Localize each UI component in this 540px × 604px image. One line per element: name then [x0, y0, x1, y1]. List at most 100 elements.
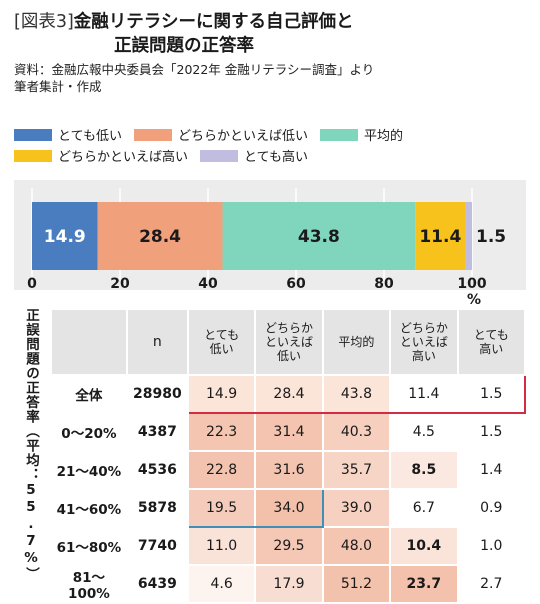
value-cell: 31.6 — [254, 450, 324, 490]
column-header: n — [125, 308, 189, 376]
value-cell: 19.5 — [186, 488, 257, 528]
value-cell: 11.4 — [389, 374, 459, 414]
value-cell: 22.3 — [186, 412, 257, 452]
data-label: 28.4 — [139, 227, 181, 247]
legend-item-average: 平均的 — [319, 125, 403, 144]
legend-swatch — [319, 128, 358, 141]
source-line-1: 資料：金融広報中央委員会「2022年 金融リテラシー調査」より — [14, 62, 375, 77]
value-cell: 23.7 — [389, 564, 459, 604]
column-header: 平均的 — [321, 308, 392, 376]
row-label: 全体 — [50, 374, 128, 414]
table-row: 全体 28980 14.9 28.4 43.8 11.4 1.5 — [50, 374, 527, 414]
x-unit-label: % — [467, 292, 481, 308]
table-row: 41〜60% 5878 19.5 34.0 39.0 6.7 0.9 — [50, 488, 527, 528]
value-cell: 34.0 — [254, 488, 324, 528]
data-label: 43.8 — [298, 227, 340, 247]
stacked-bar-chart: 14.9 28.4 43.8 11.4 1.5 0 20 40 60 80 100% — [14, 180, 526, 308]
value-cell: 6.7 — [389, 488, 459, 528]
value-cell: 35.7 — [321, 450, 392, 490]
row-label: 61〜80% — [50, 526, 128, 566]
x-tick-label: 60 — [286, 276, 306, 292]
value-cell: 2.7 — [456, 564, 527, 604]
table-vertical-label: 正誤問題の正答率（平均：55.7%） — [23, 308, 39, 582]
legend-swatch — [14, 128, 52, 141]
value-cell: 1.4 — [456, 450, 527, 490]
bar-segment — [465, 202, 472, 270]
table-header-row: n とても 低い どちらか といえば 低い 平均的 どちらか といえば 高い とても 高い — [50, 308, 527, 376]
x-tick-label: 0 — [27, 276, 37, 292]
value-cell: 4.5 — [389, 412, 459, 452]
title-line-1: 金融リテラシーに関する自己評価と — [73, 12, 354, 32]
value-cell: 39.0 — [321, 488, 392, 528]
bar-segment — [97, 202, 223, 270]
row-label: 21〜40% — [50, 450, 128, 490]
bar-segment — [32, 202, 98, 270]
value-cell: 1.0 — [456, 526, 527, 566]
column-header: とても 高い — [456, 308, 527, 376]
row-label: 41〜60% — [50, 488, 128, 528]
title-line-2: 正誤問題の正答率 — [114, 36, 254, 56]
value-cell: 11.0 — [186, 526, 257, 566]
x-tick-label: 20 — [110, 276, 130, 292]
header: [図表3]金融リテラシーに関する自己評価と 正誤問題の正答率 資料：金融広報中央… — [14, 10, 529, 95]
column-header: どちらか といえば 高い — [389, 308, 459, 376]
data-label: 11.4 — [419, 227, 461, 247]
legend-label: とても高い — [244, 150, 308, 165]
x-tick-label: 80 — [374, 276, 394, 292]
table-row: 21〜40% 4536 22.8 31.6 35.7 8.5 1.4 — [50, 450, 527, 490]
value-cell: 51.2 — [321, 564, 392, 604]
row-label: 0〜20% — [50, 412, 128, 452]
value-cell: 4.6 — [186, 564, 257, 604]
value-cell: 10.4 — [389, 526, 459, 566]
source-line-2: 筆者集計・作成 — [14, 79, 102, 94]
legend-label: とても低い — [58, 129, 122, 144]
data-table-section: 正誤問題の正答率（平均：55.7%） n とても 低い どちらか といえば 低い 平均的 どち… — [14, 308, 529, 604]
legend-label: どちらかといえば低い — [177, 129, 308, 144]
table-row: 61〜80% 7740 11.0 29.5 48.0 10.4 1.0 — [50, 526, 527, 566]
table-row: 81〜100% 6439 4.6 17.9 51.2 23.7 2.7 — [50, 564, 527, 604]
value-cell: 40.3 — [321, 412, 392, 452]
data-label: 1.5 — [476, 227, 506, 247]
legend-item-very-high: とても高い — [200, 146, 308, 165]
figure-tag: [図表3] — [14, 12, 74, 32]
legend-label: どちらかといえば高い — [58, 150, 189, 165]
value-cell: 8.5 — [389, 450, 459, 490]
value-cell: 1.5 — [456, 412, 527, 452]
column-header — [50, 308, 128, 376]
sample-size-cell: 4387 — [125, 412, 189, 452]
bar-segment — [222, 202, 416, 270]
row-label: 81〜100% — [50, 564, 128, 604]
legend-label: 平均的 — [363, 129, 403, 144]
value-cell: 0.9 — [456, 488, 527, 528]
bar-segment — [415, 202, 466, 270]
legend: とても低い どちらかといえば低い 平均的 どちらかといえば高い とても高い — [14, 124, 529, 166]
legend-item-very-low: とても低い — [14, 125, 122, 144]
legend-swatch — [133, 128, 172, 141]
value-cell: 31.4 — [254, 412, 324, 452]
sample-size-cell: 6439 — [125, 564, 189, 604]
value-cell: 29.5 — [254, 526, 324, 566]
value-cell: 1.5 — [456, 374, 527, 414]
value-cell: 17.9 — [254, 564, 324, 604]
sample-size-cell: 4536 — [125, 450, 189, 490]
sample-size-cell: 5878 — [125, 488, 189, 528]
sample-size-cell: 28980 — [125, 374, 189, 414]
value-cell: 48.0 — [321, 526, 392, 566]
x-tick-label: 100 — [457, 276, 486, 292]
value-cell: 22.8 — [186, 450, 257, 490]
data-label: 14.9 — [44, 227, 86, 247]
table-row: 0〜20% 4387 22.3 31.4 40.3 4.5 1.5 — [50, 412, 527, 452]
legend-swatch — [14, 149, 52, 162]
legend-item-somewhat-low: どちらかといえば低い — [133, 125, 308, 144]
value-cell: 28.4 — [254, 374, 324, 414]
value-cell: 14.9 — [186, 374, 257, 414]
legend-swatch — [200, 149, 239, 162]
column-header: どちらか といえば 低い — [254, 308, 324, 376]
sample-size-cell: 7740 — [125, 526, 189, 566]
data-table: n とても 低い どちらか といえば 低い 平均的 どちらか といえば 高い とても 高い 全体 2898… — [50, 308, 527, 604]
legend-item-somewhat-high: どちらかといえば高い — [14, 146, 188, 165]
chart-title: [図表3]金融リテラシーに関する自己評価と — [14, 10, 529, 34]
value-cell: 43.8 — [321, 374, 392, 414]
x-tick-label: 40 — [198, 276, 218, 292]
column-header: とても 低い — [186, 308, 257, 376]
